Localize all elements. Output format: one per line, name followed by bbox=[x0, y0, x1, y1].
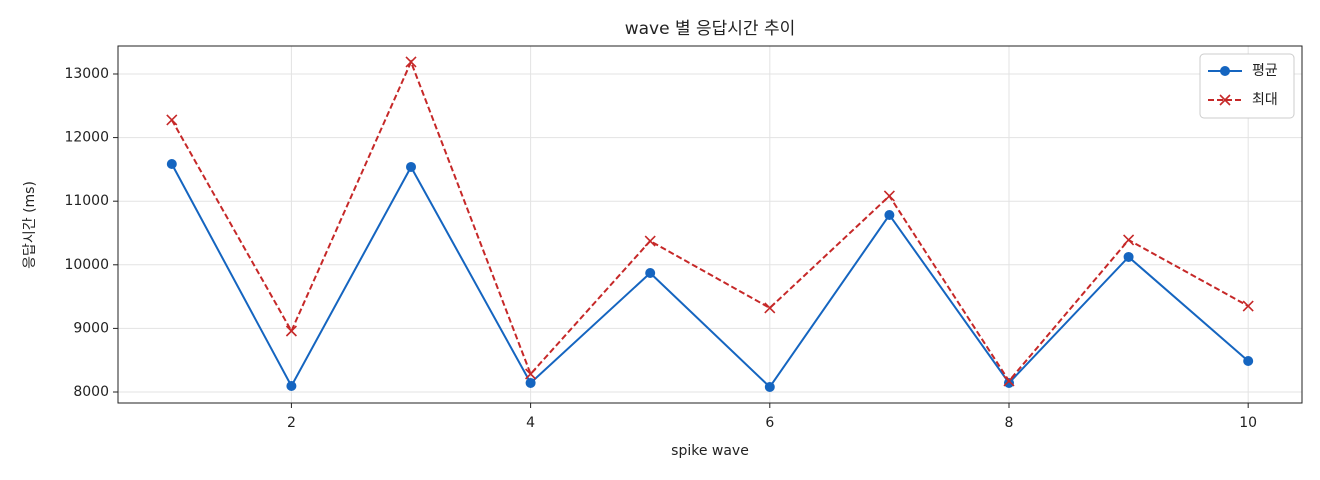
marker bbox=[525, 368, 537, 380]
marker bbox=[884, 209, 895, 220]
marker bbox=[286, 381, 297, 392]
legend-label: 최대 bbox=[1252, 92, 1278, 108]
x-axis-label: spike wave bbox=[671, 443, 749, 459]
x-tick-label: 8 bbox=[1005, 415, 1014, 431]
marker bbox=[645, 267, 656, 278]
x-tick-label: 4 bbox=[526, 415, 535, 431]
x-tick-label: 2 bbox=[287, 415, 296, 431]
marker bbox=[644, 235, 656, 247]
marker bbox=[1123, 234, 1135, 246]
marker bbox=[525, 377, 536, 388]
y-tick-label: 12000 bbox=[64, 130, 109, 146]
marker bbox=[883, 190, 895, 202]
y-tick-label: 9000 bbox=[73, 320, 109, 336]
legend-box bbox=[1199, 53, 1295, 119]
marker bbox=[1123, 251, 1134, 262]
marker bbox=[166, 158, 177, 169]
series-line bbox=[170, 163, 1249, 389]
y-axis-label: 응답시간 (ms) bbox=[22, 181, 38, 269]
marker bbox=[1003, 377, 1014, 388]
marker bbox=[1003, 375, 1015, 387]
marker bbox=[405, 56, 417, 68]
y-tick-label: 10000 bbox=[64, 257, 109, 273]
chart-title: wave 별 응답시간 추이 bbox=[625, 19, 796, 39]
marker bbox=[1243, 356, 1254, 367]
x-tick-label: 6 bbox=[765, 415, 774, 431]
y-tick-label: 8000 bbox=[73, 384, 109, 400]
x-tick-label: 10 bbox=[1239, 415, 1257, 431]
legend-label: 평균 bbox=[1252, 63, 1278, 79]
y-tick-label: 11000 bbox=[64, 193, 109, 209]
legend-marker bbox=[1220, 66, 1230, 76]
marker bbox=[406, 161, 417, 172]
legend-marker bbox=[1219, 94, 1231, 106]
y-tick-label: 13000 bbox=[64, 66, 109, 82]
marker bbox=[1242, 300, 1254, 312]
marker bbox=[764, 381, 775, 392]
plot-frame bbox=[117, 45, 1303, 404]
marker bbox=[764, 302, 776, 314]
series-line bbox=[170, 59, 1249, 383]
marker bbox=[166, 114, 178, 126]
marker bbox=[285, 325, 297, 337]
